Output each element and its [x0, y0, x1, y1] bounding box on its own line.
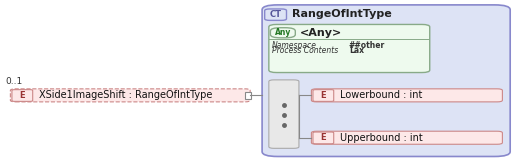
FancyBboxPatch shape: [269, 80, 299, 148]
FancyBboxPatch shape: [311, 131, 502, 144]
FancyBboxPatch shape: [270, 28, 295, 38]
FancyBboxPatch shape: [245, 92, 251, 99]
FancyBboxPatch shape: [265, 9, 286, 20]
Text: CT: CT: [269, 10, 282, 19]
Text: E: E: [20, 91, 25, 100]
Text: 0..1: 0..1: [5, 77, 22, 86]
FancyBboxPatch shape: [313, 132, 334, 144]
Text: E: E: [321, 133, 326, 142]
FancyBboxPatch shape: [313, 90, 334, 101]
FancyBboxPatch shape: [12, 90, 33, 101]
Text: Upperbound : int: Upperbound : int: [340, 133, 422, 143]
Text: ##other: ##other: [349, 41, 385, 50]
Text: Namespace: Namespace: [272, 41, 317, 50]
FancyBboxPatch shape: [262, 5, 510, 156]
Text: Lax: Lax: [349, 46, 364, 55]
Text: XSide1ImageShift : RangeOfIntType: XSide1ImageShift : RangeOfIntType: [39, 90, 212, 100]
Text: Process Contents: Process Contents: [272, 46, 338, 55]
FancyBboxPatch shape: [10, 89, 250, 102]
FancyBboxPatch shape: [269, 24, 430, 73]
FancyBboxPatch shape: [311, 89, 502, 102]
Text: E: E: [321, 91, 326, 100]
Text: <Any>: <Any>: [300, 28, 342, 38]
Text: RangeOfIntType: RangeOfIntType: [292, 9, 391, 19]
Text: Any: Any: [275, 28, 291, 37]
Text: Lowerbound : int: Lowerbound : int: [340, 90, 422, 100]
